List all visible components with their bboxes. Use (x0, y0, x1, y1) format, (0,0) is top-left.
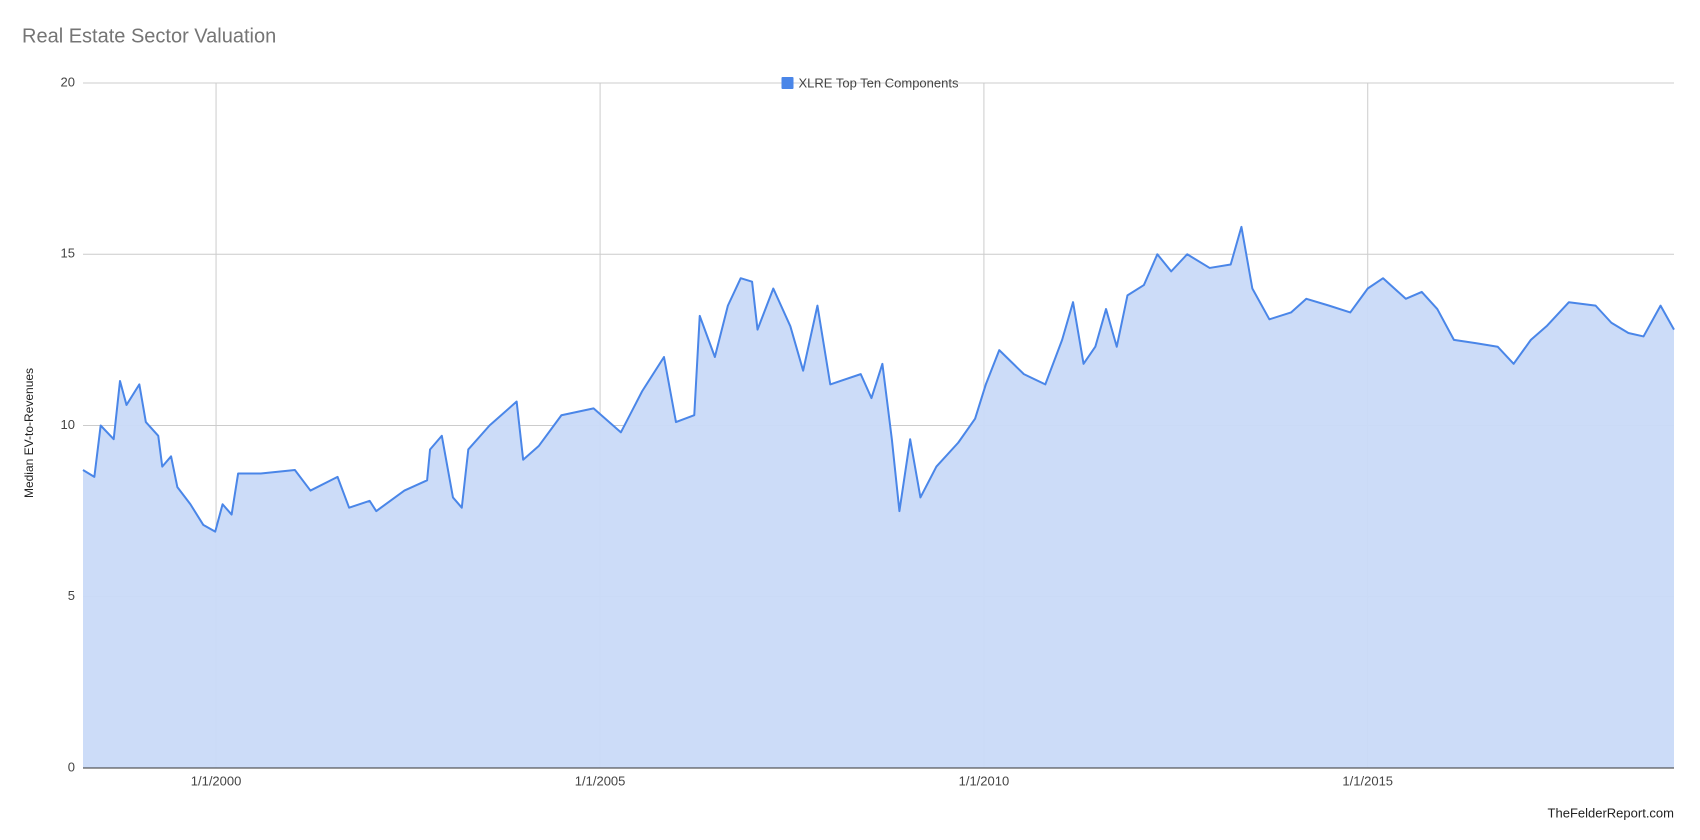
y-tick-label: 5 (68, 588, 75, 603)
source: TheFelderReport.com (1548, 805, 1674, 820)
chart-title: Real Estate Sector Valuation (22, 25, 276, 47)
legend-swatch (781, 77, 794, 89)
x-tick-label: 1/1/2010 (959, 773, 1010, 788)
x-tick-label: 1/1/2015 (1342, 773, 1393, 788)
x-tick-label: 1/1/2005 (575, 773, 626, 788)
y-tick-label: 0 (68, 759, 75, 774)
legend-label: XLRE Top Ten Components (799, 75, 959, 90)
area-fill (83, 226, 1674, 769)
y-tick-label: 10 (61, 417, 75, 432)
y-tick-label: 15 (61, 246, 75, 261)
line (82, 225, 1675, 533)
x-tick-label: 1/1/2000 (191, 773, 242, 788)
y-axis-label: Median EV-to-Revenues (22, 368, 36, 498)
y-tick-label: 20 (61, 74, 75, 89)
